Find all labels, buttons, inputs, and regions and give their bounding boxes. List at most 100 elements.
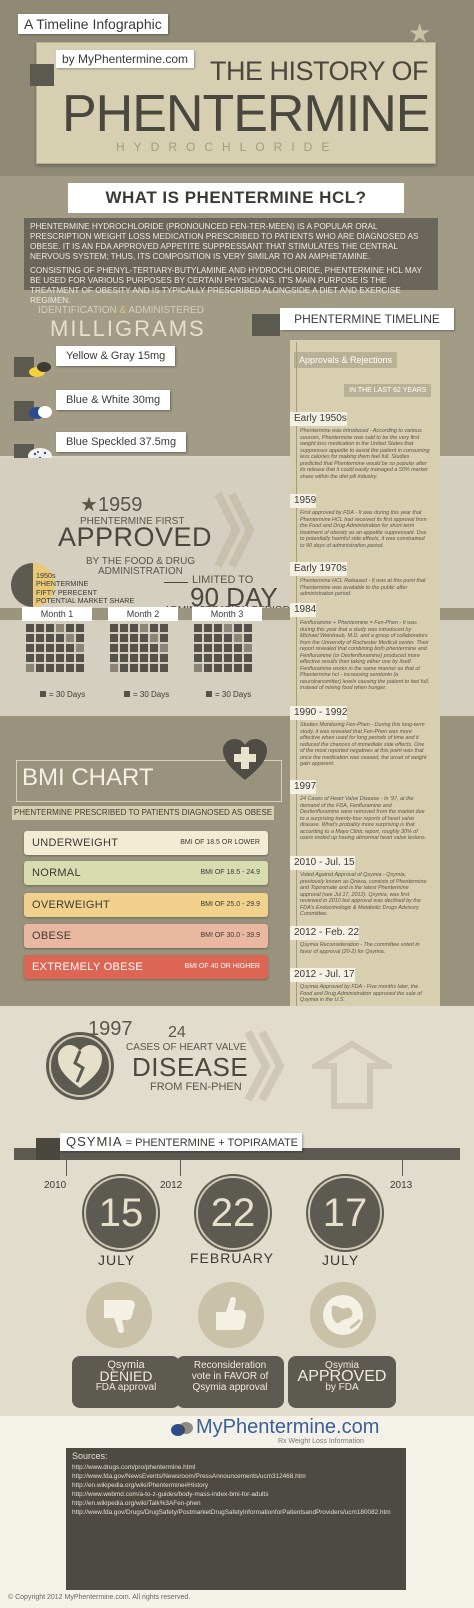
day-square [214,634,222,642]
year-1959: ★1959 [80,494,143,516]
timeline-text: 24 Cases of Heart Valve Disease - In '97… [300,796,427,841]
year-2012: 2012 [160,1180,183,1191]
disease-line1: CASES OF HEART VALVE [126,1042,247,1053]
footer-brand[interactable]: MyPhentermine.com [196,1416,380,1438]
outcome-reconsideration: Reconsideration vote in FAVOR of Qsymia … [176,1356,284,1408]
day-square [150,664,158,672]
day-square [130,654,138,662]
day-square [110,664,118,672]
timeline-text: Voted Against Approval of Qsymia - Qsymi… [300,872,427,917]
broken-heart-icon [44,1030,116,1107]
legend-1: = 30 Days [40,690,85,699]
day-square [234,624,242,632]
day-square [204,624,212,632]
day-square [130,624,138,632]
month-1-grid [26,624,84,672]
what-paragraph-1: PHENTERMINE HYDROCHLORIDE (PRONOUNCED FE… [30,222,419,261]
bmi-row-obese: OBESE BMI OF 30.0 - 39.9 [24,924,268,948]
day-square [224,654,232,662]
day-square [214,624,222,632]
blue-pill-icon [28,400,54,427]
day-square [56,624,64,632]
legend-3: = 30 Days [206,690,251,699]
tick-line [66,1158,67,1176]
ribbon-fold [30,64,54,86]
day-square [36,624,44,632]
source-link[interactable]: http://www.fda.gov/NewsEvents/Newsroom/P… [72,1473,306,1480]
ribbon-fold [36,1138,60,1160]
title-history: THE HISTORY OF [210,56,429,86]
what-title: WHAT IS PHENTERMINE HCL? [68,183,404,213]
limited-to: LIMITED TO [192,574,254,586]
timeline-text: Qsymia Approved by FDA - Five months lat… [300,984,422,1003]
yellow-pill-icon [28,358,54,385]
day-square [140,624,148,632]
source-link[interactable]: http://en.wikipedia.org/wiki/Phentermine… [72,1482,209,1489]
day-square [224,664,232,672]
day-square [204,654,212,662]
day-square [150,624,158,632]
qsymia-bar [14,1148,460,1160]
day-square [36,644,44,652]
what-description: PHENTERMINE HYDROCHLORIDE (PRONOUNCED FE… [24,218,438,305]
timeline-sub-years: IN THE LAST 62 YEARS [344,384,432,397]
date-circle-22: 22 [196,1176,270,1250]
timeline-text: Studies Monitoring Fen-Phen - During thi… [300,722,427,767]
date-circle-15: 15 [84,1176,158,1250]
timeline-column [290,340,440,1015]
day-square [224,624,232,632]
timeline-date: 2012 - Feb. 22 [290,926,360,940]
pill-blue-white: Blue & White 30mg [56,390,171,410]
outcome-denied: Qsymia DENIED FDA approval [72,1356,180,1408]
source-link[interactable]: http://www.fda.gov/Drugs/DrugSafety/Post… [72,1509,391,1516]
source-link[interactable]: http://www.drugs.com/pro/phentermine.htm… [72,1464,196,1471]
day-square [76,624,84,632]
month-july-2: JULY [322,1252,360,1268]
day-square [160,664,168,672]
tick-line [402,1158,403,1176]
day-square [224,644,232,652]
pill-yellow-gray: Yellow & Gray 15mg [56,346,176,366]
copyright: © Copyright 2012 MyPhentermine.com. All … [8,1594,191,1601]
qsymia-ribbon: QSYMIA = PHENTERMINE + TOPIRAMATE [60,1133,302,1151]
day-square [130,634,138,642]
day-square [160,624,168,632]
day-square [194,624,202,632]
year-2010: 2010 [44,1180,67,1191]
source-link[interactable]: http://www.webmd.com/a-to-z-guides/body-… [72,1491,269,1498]
timeline-date: 1984 [290,603,317,617]
chevron-arrows-icon [244,1028,285,1109]
bmi-row-underweight: UNDERWEIGHT BMI OF 18.5 OR LOWER [24,831,268,855]
timeline-axis [296,342,297,1008]
pill-blue-speckled: Blue Speckled 37.5mg [56,432,187,452]
source-link[interactable]: http://en.wikipedia.org/wiki/Talk%3AFen-… [72,1500,201,1507]
timeline-date: 1990 - 1992 [290,706,348,720]
day-square [110,624,118,632]
timeline-text: Phentermine HCL Released - It was at thi… [300,578,426,597]
day-square [194,634,202,642]
timeline-sub-approvals: Approvals & Rejections [294,352,398,368]
day-square [120,634,128,642]
day-square [76,654,84,662]
year-2013: 2013 [390,1180,413,1191]
day-square [56,654,64,662]
timeline-text: Fenfluramine + Phentermine = Fen-Phen - … [300,620,430,691]
day-square [26,644,34,652]
day-square [120,664,128,672]
month-2-label: Month 2 [108,607,178,621]
day-square [26,624,34,632]
day-square [204,664,212,672]
sources-box: Sources: http://www.drugs.com/pro/phente… [66,1448,406,1590]
pie-label: 1950s PHENTERMINE FIFTY PERECENT POTENTI… [36,571,135,606]
day-square [150,644,158,652]
day-square [46,634,54,642]
day-square [244,644,252,652]
month-3-label: Month 3 [192,607,262,621]
day-square [36,654,44,662]
bmi-row-normal: NORMAL BMI OF 18.5 - 24.9 [24,861,268,885]
bmi-title: BMI CHART [22,764,154,791]
month-2-grid [110,624,168,672]
day-square [120,644,128,652]
day-square [150,654,158,662]
day-square [120,624,128,632]
